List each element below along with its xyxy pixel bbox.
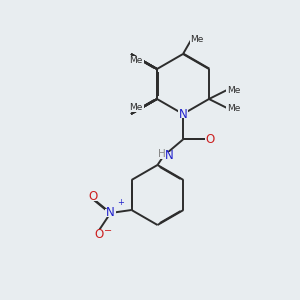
Text: N: N [106, 206, 115, 220]
FancyBboxPatch shape [87, 192, 98, 201]
Text: O: O [88, 190, 97, 203]
FancyBboxPatch shape [164, 152, 174, 160]
FancyBboxPatch shape [129, 56, 144, 65]
FancyBboxPatch shape [156, 150, 167, 159]
FancyBboxPatch shape [205, 135, 215, 144]
Text: Me: Me [227, 85, 240, 94]
FancyBboxPatch shape [93, 230, 104, 238]
Text: Me: Me [190, 35, 203, 44]
FancyBboxPatch shape [190, 35, 203, 44]
Text: Me: Me [129, 56, 143, 65]
Text: Me: Me [129, 103, 143, 112]
Text: O: O [206, 133, 214, 146]
Text: −: − [103, 226, 112, 236]
Text: +: + [117, 198, 124, 207]
Text: O: O [94, 227, 103, 241]
Text: Me: Me [227, 103, 240, 112]
FancyBboxPatch shape [226, 85, 241, 94]
FancyBboxPatch shape [105, 209, 116, 217]
Text: H: H [158, 149, 165, 160]
FancyBboxPatch shape [226, 103, 241, 112]
Text: N: N [178, 107, 188, 121]
FancyBboxPatch shape [129, 103, 144, 112]
Text: N: N [164, 149, 173, 163]
FancyBboxPatch shape [178, 110, 188, 118]
